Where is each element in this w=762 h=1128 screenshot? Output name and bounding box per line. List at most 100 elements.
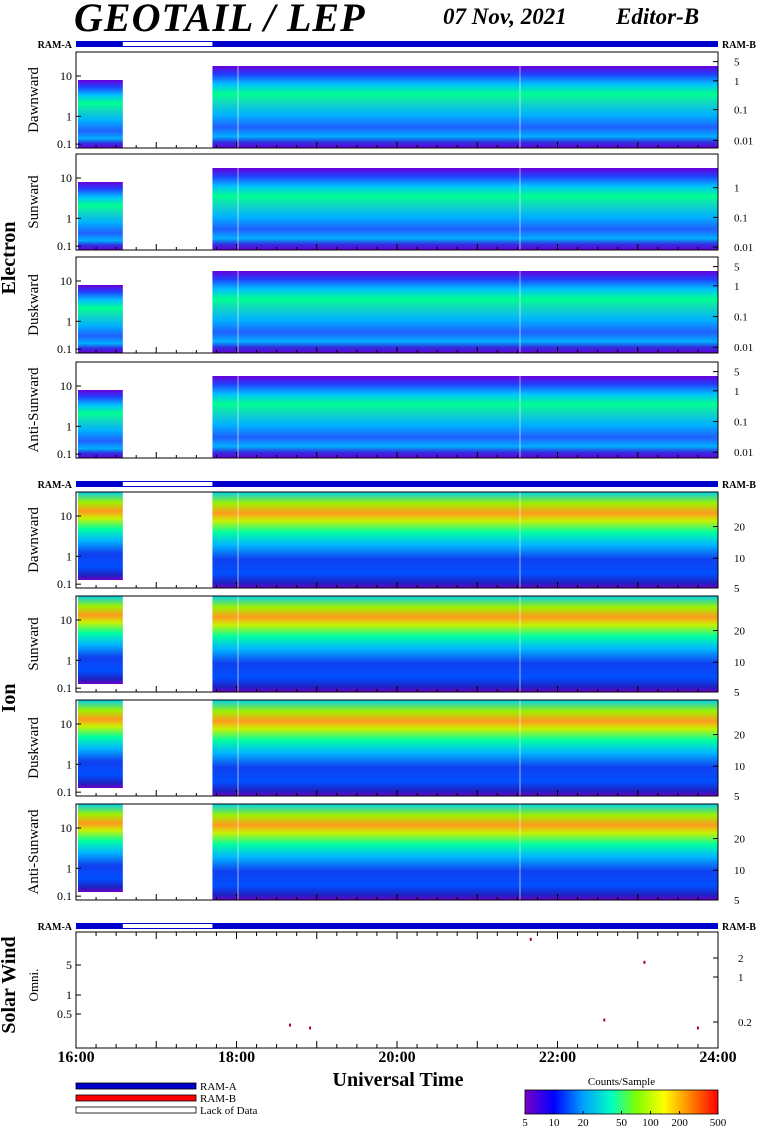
left-tick-label: 0.1 xyxy=(57,447,72,461)
spectrogram-segment xyxy=(78,80,123,148)
x-tick-label: 16:00 xyxy=(57,1049,94,1066)
ram-a-label: RAM-A xyxy=(38,480,73,491)
left-tick-label: 10 xyxy=(60,509,72,523)
left-tick-label: 1 xyxy=(66,211,72,225)
right-tick-label: 1 xyxy=(734,76,740,88)
solar-wind-point xyxy=(529,937,532,941)
right-tick-label: 0.2 xyxy=(738,1017,752,1029)
left-tick-label: 10 xyxy=(60,274,72,288)
spectrogram-segment xyxy=(78,390,123,458)
lack-of-data-segment xyxy=(122,482,213,486)
right-tick-label: 5 xyxy=(734,262,740,274)
left-tick-label: 10 xyxy=(60,379,72,393)
left-tick-label: 0.1 xyxy=(57,785,72,799)
legend-swatch xyxy=(75,1094,197,1102)
right-tick-label: 0.1 xyxy=(734,312,748,324)
left-tick-label: 1 xyxy=(66,988,72,1002)
left-tick-label: 1 xyxy=(66,757,72,771)
left-tick-label: 10 xyxy=(60,717,72,731)
ram-a-label: RAM-A xyxy=(38,40,73,51)
solar-wind-point xyxy=(643,960,646,964)
left-tick-label: 10 xyxy=(60,69,72,83)
ram-b-label: RAM-B xyxy=(722,40,756,51)
panel-label: Dawnward xyxy=(26,507,42,573)
left-tick-label: 1 xyxy=(66,653,72,667)
right-tick-label: 5 xyxy=(734,57,740,69)
spectrogram-segment xyxy=(212,804,719,900)
colorbar-tick-label: 500 xyxy=(710,1117,727,1128)
panel-label: Duskward xyxy=(26,717,42,779)
right-tick-label: 0.01 xyxy=(734,135,753,147)
spectrogram-segment xyxy=(212,376,719,458)
colorbar-tick-label: 20 xyxy=(578,1117,590,1128)
right-tick-label: 5 xyxy=(734,895,740,907)
left-tick-label: 1 xyxy=(66,314,72,328)
colorbar-title: Counts/Sample xyxy=(588,1076,655,1088)
group-label-ion: Ion xyxy=(0,684,20,713)
right-tick-label: 20 xyxy=(734,522,746,534)
x-tick-label: 24:00 xyxy=(699,1049,736,1066)
left-tick-label: 1 xyxy=(66,861,72,875)
left-tick-label: 0.1 xyxy=(57,681,72,695)
ram-status-bar xyxy=(76,41,718,47)
group-label-electron: Electron xyxy=(0,222,20,295)
legend-label: RAM-A xyxy=(200,1081,237,1093)
solar-wind-point xyxy=(309,1026,312,1030)
left-tick-label: 10 xyxy=(60,613,72,627)
left-tick-label: 1 xyxy=(66,549,72,563)
right-tick-label: 10 xyxy=(734,865,746,877)
right-tick-label: 1 xyxy=(738,972,744,984)
left-tick-label: 1 xyxy=(66,109,72,123)
right-tick-label: 10 xyxy=(734,761,746,773)
solar-wind-point xyxy=(603,1018,606,1022)
chart-title: GEOTAIL / LEP xyxy=(74,0,366,40)
spectrogram-segment xyxy=(78,596,123,684)
lack-of-data-segment xyxy=(122,42,213,46)
x-tick-label: 22:00 xyxy=(539,1049,576,1066)
right-tick-label: 20 xyxy=(734,834,746,846)
solar-wind-point xyxy=(289,1023,291,1027)
legend-swatch xyxy=(75,1106,197,1114)
spectrogram-segment xyxy=(212,596,719,692)
right-tick-label: 5 xyxy=(734,791,740,803)
colorbar-tick-label: 5 xyxy=(522,1117,528,1128)
right-tick-label: 5 xyxy=(734,687,740,699)
x-tick-label: 18:00 xyxy=(218,1049,255,1066)
left-tick-label: 0.1 xyxy=(57,342,72,356)
solar-wind-frame xyxy=(75,931,719,1049)
panel-label: Sunward xyxy=(26,617,42,671)
left-tick-label: 0.1 xyxy=(57,889,72,903)
right-tick-label: 0.1 xyxy=(734,417,748,429)
right-tick-label: 20 xyxy=(734,730,746,742)
x-axis-label: Universal Time xyxy=(333,1069,464,1091)
spectrogram-segment xyxy=(78,182,123,250)
colorbar-tick-label: 200 xyxy=(671,1117,688,1128)
right-tick-label: 2 xyxy=(738,953,744,965)
right-tick-label: 5 xyxy=(734,583,740,595)
panel-label: Duskward xyxy=(26,274,42,336)
right-tick-label: 10 xyxy=(734,657,746,669)
legend-label: RAM-B xyxy=(200,1093,236,1105)
panel-label: Anti-Sunward xyxy=(26,809,42,894)
chart-date: 07 Nov, 2021 xyxy=(443,4,567,29)
right-tick-label: 1 xyxy=(734,183,740,195)
right-tick-label: 0.01 xyxy=(734,342,753,354)
legend-label: Lack of Data xyxy=(200,1105,258,1117)
left-tick-label: 0.5 xyxy=(57,1007,72,1021)
group-label-solar-wind: Solar Wind xyxy=(0,936,20,1033)
right-tick-label: 0.1 xyxy=(734,212,748,224)
solar-wind-point xyxy=(696,1026,699,1030)
spectrogram-segment xyxy=(78,700,123,788)
spectrogram-segment xyxy=(212,66,719,148)
spectrogram-segment xyxy=(212,271,719,353)
right-tick-label: 5 xyxy=(734,367,740,379)
ram-status-bar xyxy=(76,481,718,487)
panel-label: Dawnward xyxy=(26,67,42,133)
colorbar-tick-label: 10 xyxy=(549,1117,561,1128)
panel-label: Anti-Sunward xyxy=(26,367,42,452)
right-tick-label: 10 xyxy=(734,553,746,565)
left-tick-label: 0.1 xyxy=(57,137,72,151)
spectrogram-segment xyxy=(212,492,719,588)
ram-b-label: RAM-B xyxy=(722,480,756,491)
